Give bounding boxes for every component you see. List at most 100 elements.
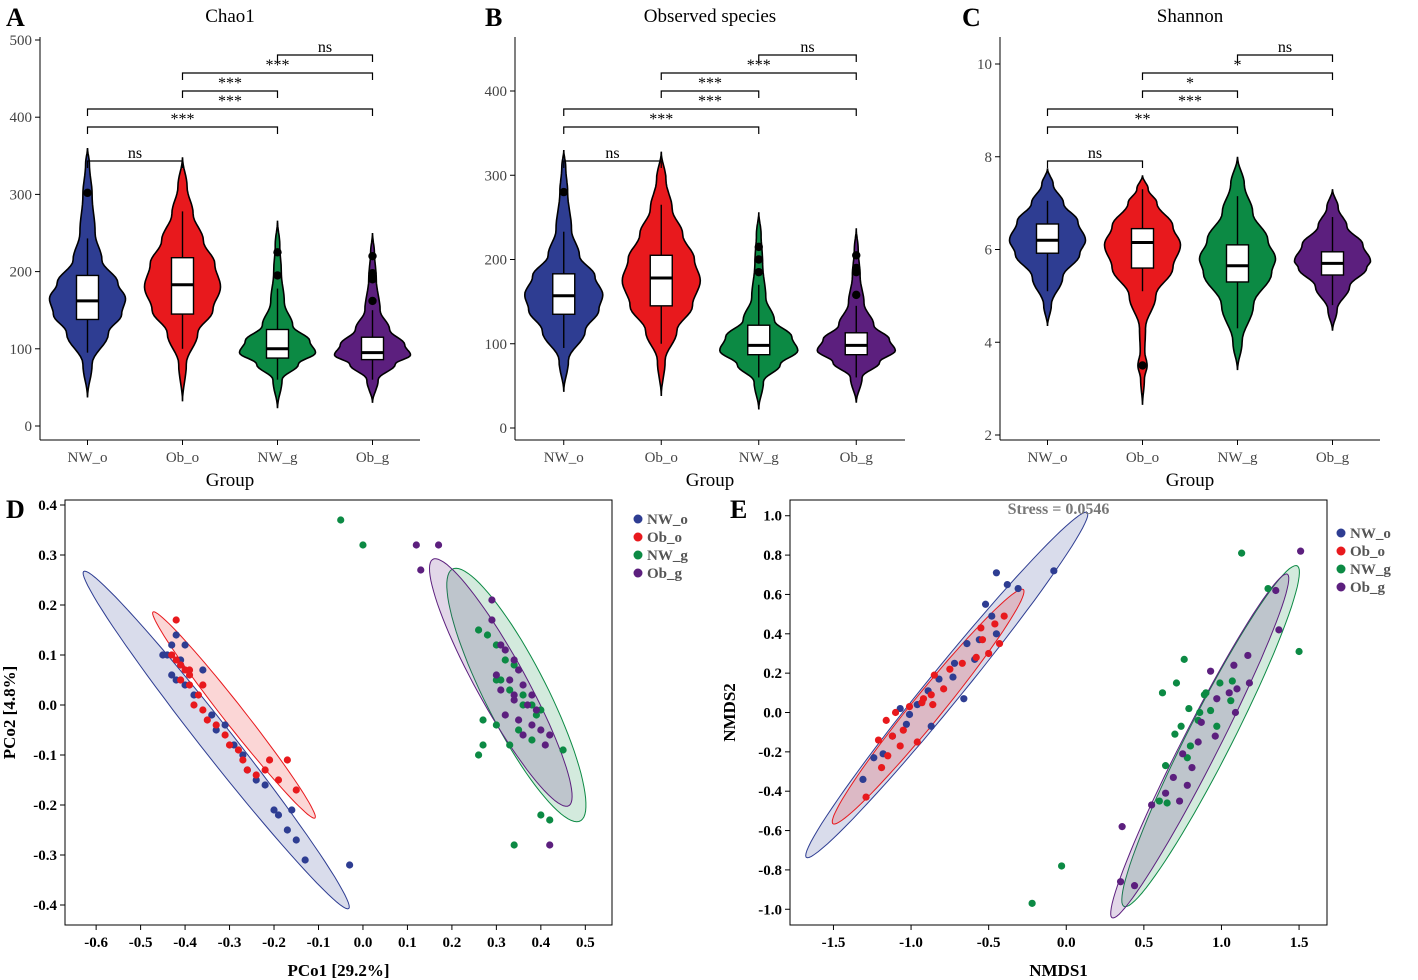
y-tick-label: 200 — [485, 253, 508, 269]
point-Ob_g — [1230, 661, 1238, 669]
point-Ob_g — [1194, 738, 1202, 746]
x-tick-label: -1.0 — [899, 935, 923, 951]
point-Ob_g — [1213, 695, 1221, 703]
point-Ob_g — [434, 541, 443, 549]
point-Ob_o — [177, 676, 185, 684]
legend: NW_o Ob_o NW_g Ob_g — [633, 512, 688, 582]
x-tick-label: NW_o — [1028, 450, 1068, 466]
outlier-point — [852, 263, 861, 273]
x-tick-label: -0.5 — [977, 935, 1001, 951]
significance-label: *** — [266, 57, 290, 74]
x-tick-label: 0.3 — [487, 935, 506, 951]
point-Ob_g — [515, 666, 523, 674]
y-tick-label: -0.6 — [758, 824, 782, 840]
significance-bracket — [563, 108, 857, 116]
point-Ob_o — [927, 691, 935, 699]
point-NW_g — [510, 661, 518, 669]
point-NW_o — [1014, 584, 1022, 593]
point-NW_o — [950, 659, 959, 667]
x-axis-title: Group — [206, 470, 255, 491]
y-tick-label: -0.4 — [33, 898, 57, 914]
point-NW_g — [528, 736, 536, 744]
plot-title: Stress = 0.0546 — [1008, 501, 1110, 518]
outlier-point — [1138, 361, 1147, 370]
panel-label: E — [730, 495, 747, 524]
outlier-point — [368, 275, 377, 284]
x-tick-label: 0.4 — [531, 935, 550, 951]
point-Ob_g — [532, 706, 540, 714]
y-tick-label: 0.8 — [763, 548, 782, 564]
y-tick-label: 0.6 — [763, 587, 782, 603]
point-Ob_o — [891, 708, 900, 717]
significance-label: ns — [128, 145, 142, 162]
y-tick-label: -0.1 — [33, 748, 57, 764]
point-NW_g — [474, 751, 483, 759]
x-tick-label: NW_o — [68, 450, 108, 466]
point-Ob_g — [1161, 789, 1170, 797]
point-NW_g — [506, 741, 514, 749]
point-NW_g — [1028, 899, 1036, 907]
point-NW_g — [1172, 679, 1181, 687]
confidence-ellipse-NW_o — [82, 570, 350, 910]
x-tick-label: NW_g — [258, 450, 298, 466]
point-NW_g — [1228, 677, 1236, 685]
point-Ob_o — [929, 701, 937, 709]
legend-marker-NW_o — [1336, 528, 1346, 538]
point-NW_g — [492, 721, 500, 729]
point-Ob_o — [172, 616, 180, 624]
point-Ob_o — [225, 741, 234, 749]
significance-label: *** — [1178, 93, 1202, 110]
point-Ob_o — [1000, 612, 1008, 620]
significance-bracket — [276, 54, 374, 62]
point-NW_o — [1050, 567, 1058, 575]
significance-bracket — [660, 90, 760, 98]
legend-marker-Ob_g — [633, 568, 643, 578]
y-axis-title: PCo2 [4.8%] — [0, 666, 19, 759]
significance-bracket — [563, 126, 760, 134]
point-NW_g — [1206, 706, 1215, 715]
point-Ob_g — [1169, 773, 1177, 782]
point-NW_o — [960, 695, 968, 703]
point-Ob_o — [185, 666, 194, 674]
point-Ob_o — [265, 756, 274, 764]
point-NW_g — [546, 816, 554, 824]
significance-bracket — [1141, 90, 1239, 98]
outlier-point — [273, 271, 282, 280]
significance-label: * — [1186, 75, 1194, 92]
legend-marker-Ob_o — [633, 532, 643, 542]
y-tick-label: -0.2 — [758, 745, 782, 761]
point-Ob_o — [977, 624, 985, 632]
x-tick-label: Ob_o — [166, 450, 199, 466]
y-tick-label: 2 — [985, 428, 993, 444]
legend-label: Ob_g — [1350, 580, 1386, 596]
x-tick-label: -0.6 — [84, 935, 108, 951]
significance-bracket — [86, 126, 279, 134]
point-Ob_g — [501, 646, 509, 654]
x-axis-title: NMDS1 — [1029, 961, 1088, 980]
point-Ob_o — [862, 793, 870, 801]
outlier-point — [852, 251, 861, 260]
confidence-ellipse-Ob_o — [152, 611, 316, 819]
panel-label: C — [962, 3, 981, 32]
point-NW_o — [859, 775, 867, 783]
point-Ob_g — [417, 566, 425, 574]
x-tick-label: NW_o — [544, 450, 584, 466]
significance-label: ns — [1088, 145, 1102, 162]
box-Ob_o — [1130, 227, 1155, 269]
point-NW_o — [252, 776, 260, 784]
y-tick-label: 0 — [25, 419, 33, 435]
point-NW_g — [483, 631, 492, 639]
point-Ob_o — [972, 653, 980, 662]
point-NW_o — [283, 826, 291, 834]
y-tick-label: 400 — [10, 110, 33, 126]
point-NW_o — [992, 630, 1001, 638]
point-NW_o — [261, 781, 269, 789]
legend: NW_o Ob_o NW_g Ob_g — [1336, 526, 1391, 596]
point-NW_o — [292, 836, 300, 844]
x-axis-title: Group — [686, 470, 735, 491]
x-tick-label: -1.5 — [822, 935, 846, 951]
box-Ob_g — [844, 332, 868, 356]
outlier-point — [368, 268, 377, 278]
point-Ob_o — [899, 726, 907, 734]
point-NW_o — [274, 811, 283, 819]
